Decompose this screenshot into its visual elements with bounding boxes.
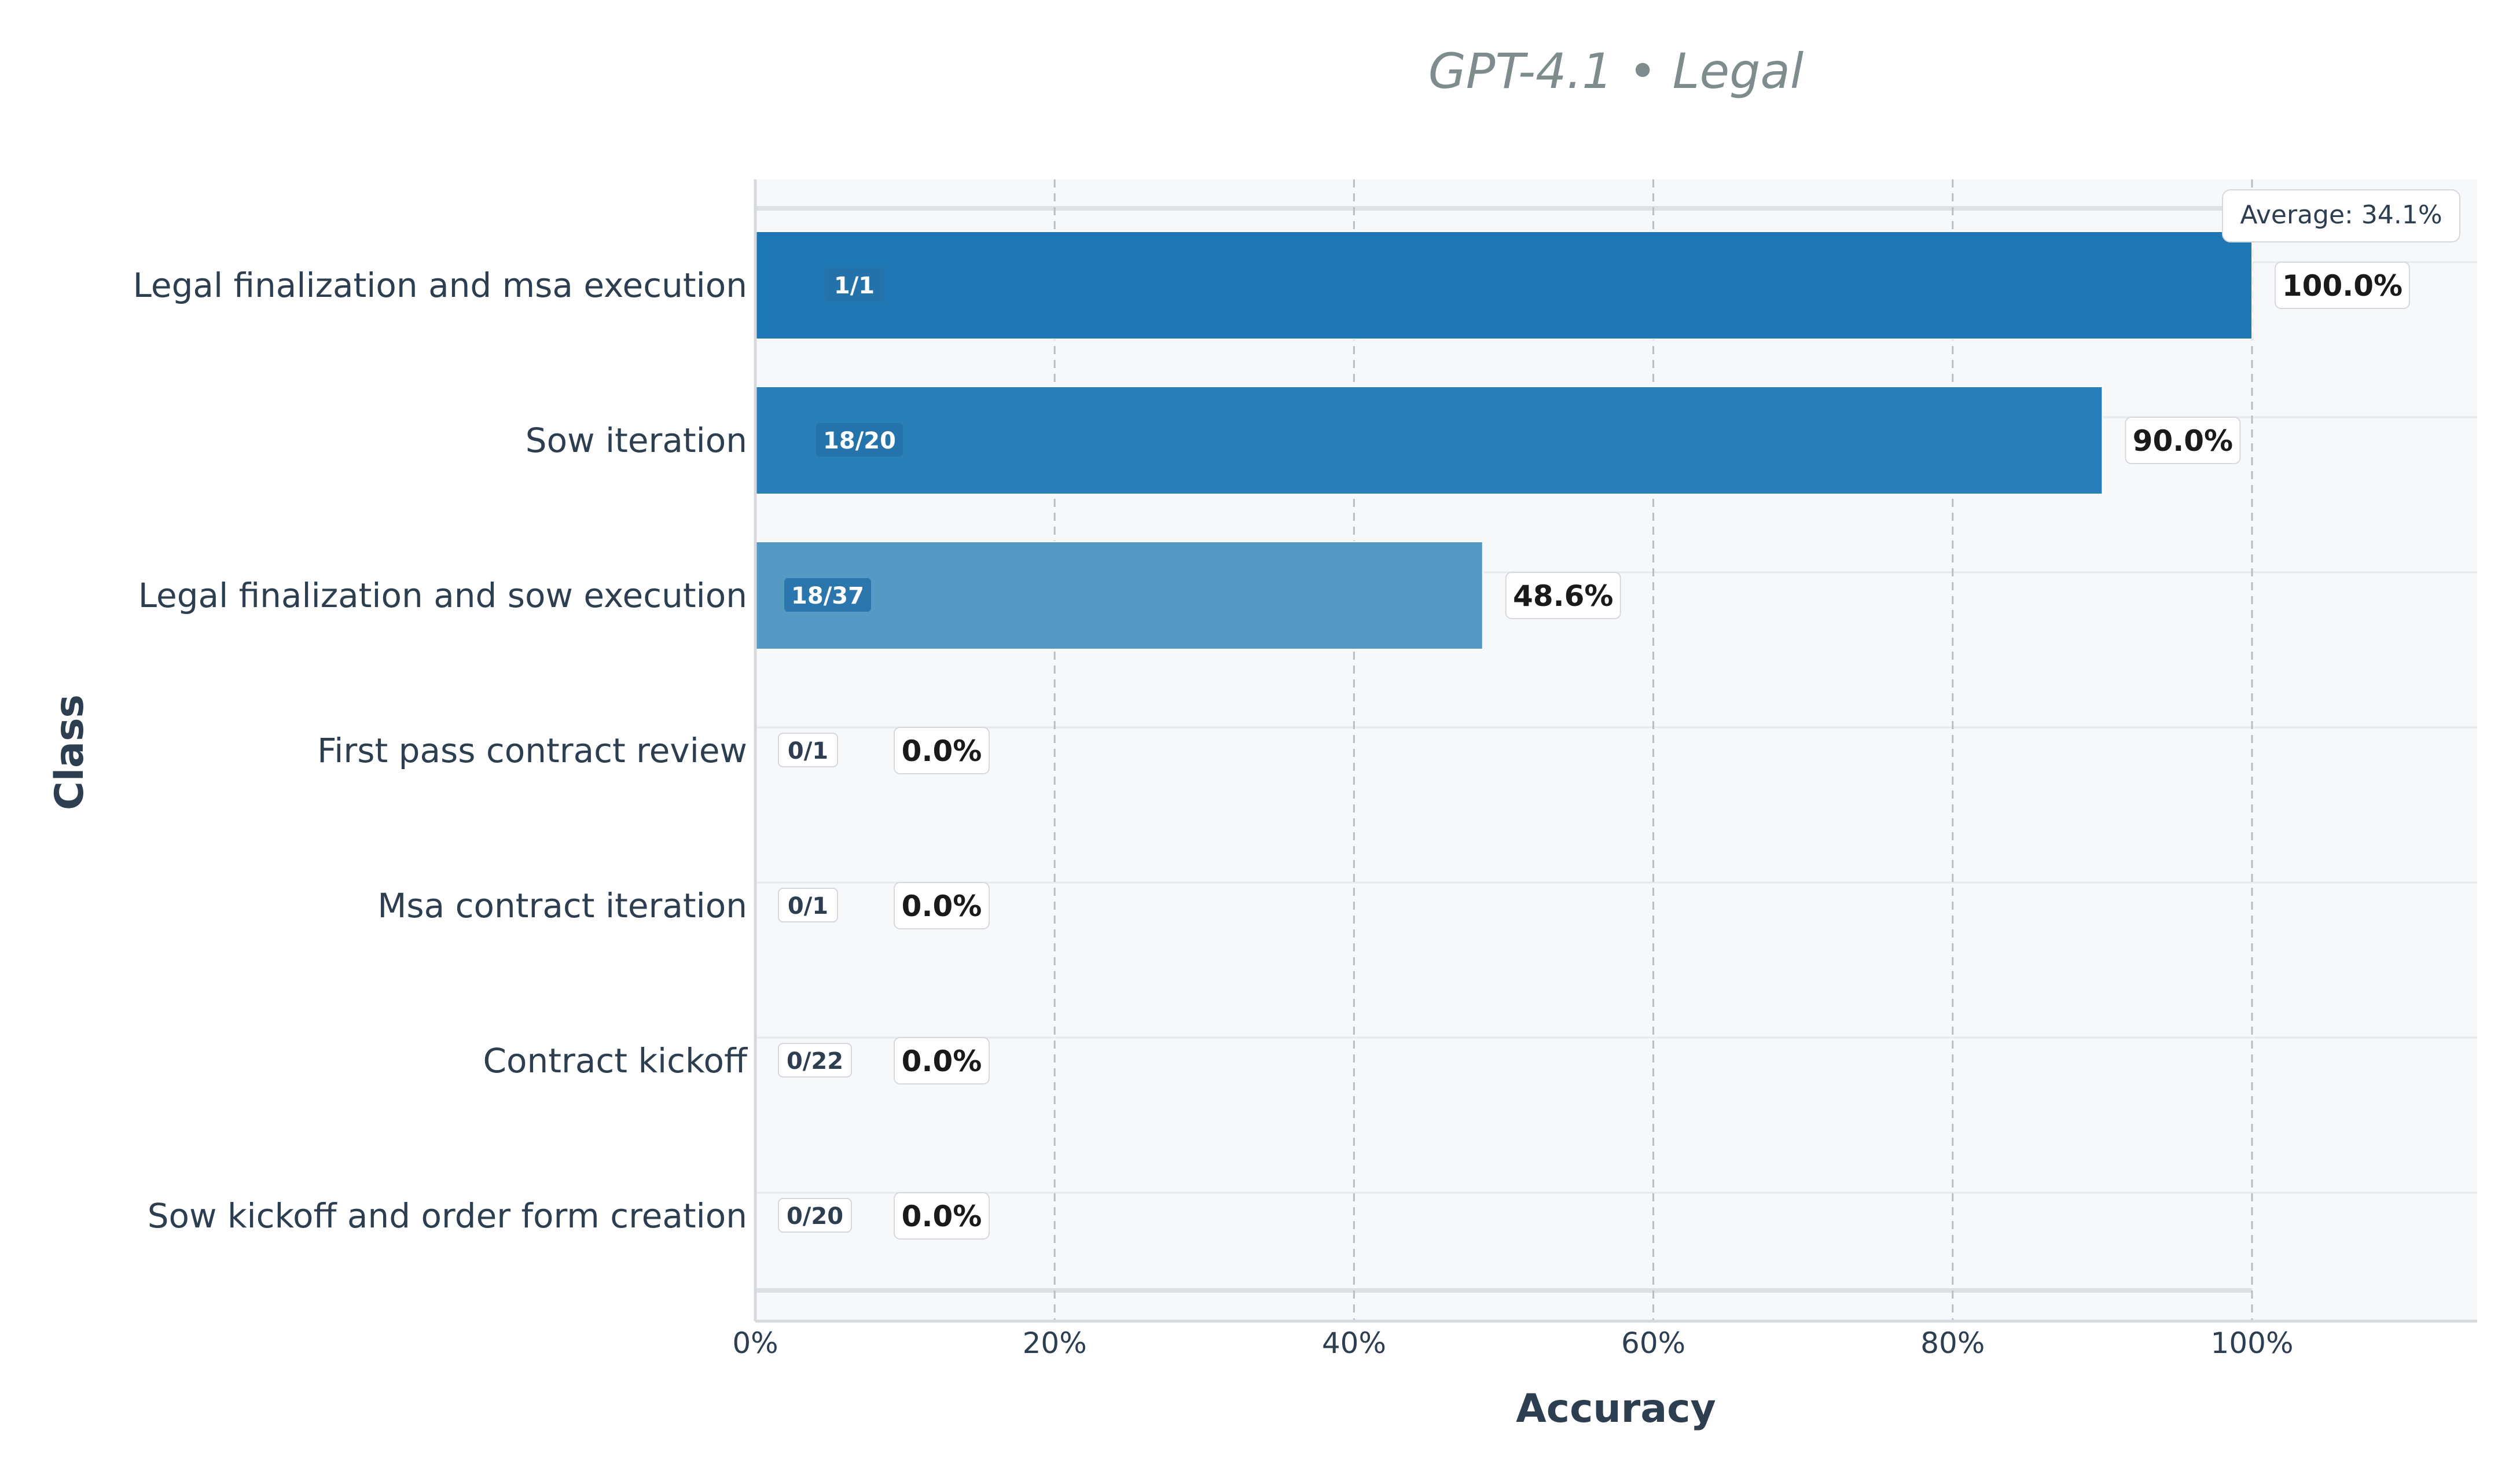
count-label: 18/37 <box>791 583 864 609</box>
bar <box>755 541 1483 650</box>
x-tick-label: 80% <box>1920 1326 1985 1360</box>
value-label: 0.0% <box>902 889 982 923</box>
y-axis-title: Class <box>47 694 93 810</box>
average-label: Average: 34.1% <box>2240 200 2442 230</box>
count-label: 18/20 <box>823 428 896 454</box>
bar <box>755 386 2103 495</box>
value-label: 100.0% <box>2282 269 2403 303</box>
category-label: Msa contract iteration <box>377 886 747 925</box>
category-label: Sow kickoff and order form creation <box>148 1196 747 1236</box>
chart-title: GPT-4.1 • Legal <box>1428 43 1804 100</box>
value-badge <box>2125 417 2241 464</box>
x-tick-label: 40% <box>1322 1326 1386 1360</box>
average-badge <box>2222 189 2460 242</box>
count-label: 0/1 <box>788 738 828 764</box>
x-tick-label: 100% <box>2211 1326 2294 1360</box>
count-label: 1/1 <box>834 273 875 299</box>
value-label: 0.0% <box>902 1200 982 1233</box>
value-label: 0.0% <box>902 1045 982 1078</box>
count-badge <box>778 1043 852 1078</box>
count-badge <box>825 268 884 302</box>
category-label: Legal finalization and sow execution <box>138 576 747 615</box>
count-badge <box>778 1198 852 1233</box>
axes: 0% 20% 40% 60% 80% 100% <box>732 179 2477 1360</box>
x-tick-label: 20% <box>1023 1326 1087 1360</box>
count-badge <box>816 423 903 457</box>
bar <box>755 231 2253 340</box>
count-label: 0/1 <box>788 893 828 920</box>
category-label: Legal finalization and msa execution <box>133 266 747 305</box>
value-badge <box>894 1192 990 1240</box>
value-badge <box>894 882 990 929</box>
x-tick-label: 60% <box>1621 1326 1685 1360</box>
value-badge <box>894 727 990 774</box>
category-label: First pass contract review <box>317 731 747 770</box>
value-label: 0.0% <box>902 734 982 768</box>
category-label: Contract kickoff <box>483 1041 749 1080</box>
count-badge <box>778 888 838 922</box>
x-tick-label: 0% <box>732 1326 778 1360</box>
count-label: 0/22 <box>787 1048 843 1075</box>
value-badge <box>1505 572 1621 619</box>
value-label: 90.0% <box>2133 424 2233 458</box>
value-badge <box>2275 262 2410 309</box>
value-badge <box>894 1037 990 1084</box>
x-axis-title: Accuracy <box>1516 1386 1716 1432</box>
value-label: 48.6% <box>1513 579 1613 613</box>
count-label: 0/20 <box>787 1203 843 1230</box>
count-badge <box>778 733 838 767</box>
labels: Legal finalization and msa execution 1/1 1… <box>133 189 2460 1240</box>
plot-area <box>755 179 2477 1321</box>
count-badge <box>784 578 871 612</box>
category-label: Sow iteration <box>526 421 747 460</box>
